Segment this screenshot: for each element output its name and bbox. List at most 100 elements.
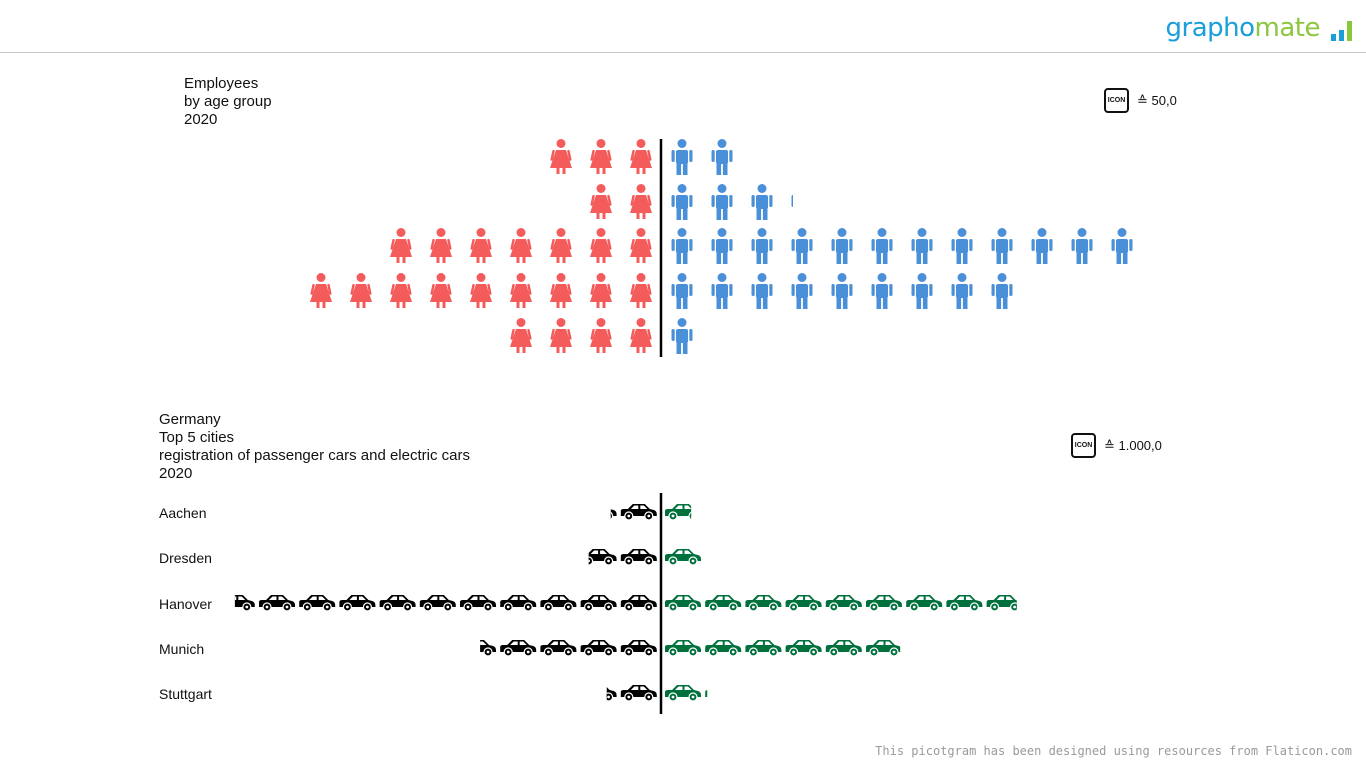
female-person-icon bbox=[470, 228, 492, 263]
female-person-icon bbox=[590, 228, 612, 263]
passenger-car-icon bbox=[580, 595, 617, 612]
title-line: 2020 bbox=[159, 465, 193, 482]
female-person-icon bbox=[510, 273, 532, 308]
employees-chart-title: Employees by age group 2020 bbox=[184, 75, 272, 129]
category-label-hanover: Hanover bbox=[159, 596, 212, 612]
male-person-icon bbox=[871, 228, 893, 264]
electric-car-icon bbox=[785, 595, 822, 612]
female-person-icon bbox=[390, 273, 412, 308]
legend-unit: ≙ 50,0 bbox=[1137, 92, 1177, 108]
title-line: by age group bbox=[184, 93, 272, 110]
category-label-dresden: Dresden bbox=[159, 550, 212, 566]
category-label-stuttgart: Stuttgart bbox=[159, 686, 212, 702]
male-person-icon bbox=[751, 273, 773, 309]
electric-car-icon bbox=[745, 595, 782, 612]
electric-car-icon bbox=[866, 595, 902, 612]
legend-icon: ICON bbox=[1104, 88, 1129, 113]
electric-car-icon bbox=[705, 595, 742, 612]
male-person-icon bbox=[751, 184, 773, 220]
female-person-icon bbox=[550, 139, 572, 174]
cars-legend: ICON ≙ 1.000,0 bbox=[1071, 433, 1162, 458]
male-person-icon bbox=[791, 228, 813, 264]
male-person-icon bbox=[831, 273, 853, 309]
logo-text-mate: mate bbox=[1254, 13, 1321, 43]
male-person-icon bbox=[1031, 228, 1053, 264]
passenger-car-icon bbox=[500, 640, 537, 657]
bar-chart-icon bbox=[1328, 17, 1352, 43]
footer-credit: This picotgram has been designed using r… bbox=[875, 744, 1352, 758]
electric-car-icon bbox=[665, 504, 692, 521]
male-person-icon bbox=[671, 139, 693, 175]
passenger-car-icon bbox=[620, 640, 657, 657]
female-person-icon bbox=[590, 318, 612, 353]
male-person-icon bbox=[991, 273, 1013, 309]
passenger-car-icon bbox=[620, 504, 657, 521]
male-person-icon bbox=[1111, 228, 1133, 264]
male-person-icon bbox=[911, 273, 933, 309]
passenger-car-icon bbox=[299, 595, 336, 612]
female-person-icon bbox=[470, 273, 492, 308]
electric-car-icon bbox=[705, 640, 742, 657]
category-label-aachen: Aachen bbox=[159, 505, 207, 521]
passenger-car-icon bbox=[620, 549, 657, 566]
cars-pictogram bbox=[234, 493, 1017, 714]
male-person-icon bbox=[951, 273, 973, 309]
passenger-car-icon bbox=[588, 549, 617, 566]
male-person-icon bbox=[1071, 228, 1093, 264]
male-person-icon bbox=[791, 195, 793, 207]
title-line: 2020 bbox=[184, 111, 218, 128]
electric-car-icon bbox=[665, 549, 701, 566]
male-person-icon bbox=[671, 184, 693, 220]
female-person-icon bbox=[550, 318, 572, 353]
male-person-icon bbox=[711, 139, 733, 175]
male-person-icon bbox=[711, 228, 733, 264]
passenger-car-icon bbox=[620, 595, 657, 612]
passenger-car-icon bbox=[620, 685, 657, 702]
male-person-icon bbox=[791, 273, 813, 309]
male-person-icon bbox=[911, 228, 933, 264]
employees-legend: ICON ≙ 50,0 bbox=[1104, 88, 1177, 113]
electric-car-icon bbox=[665, 640, 701, 657]
passenger-car-icon bbox=[606, 687, 617, 702]
male-person-icon bbox=[671, 318, 693, 354]
passenger-car-icon bbox=[500, 595, 537, 612]
passenger-car-icon bbox=[540, 595, 577, 612]
employees-pictogram bbox=[310, 139, 1133, 357]
female-person-icon bbox=[630, 139, 652, 174]
title-line: Employees bbox=[184, 75, 259, 92]
electric-car-icon bbox=[946, 595, 983, 612]
female-person-icon bbox=[590, 273, 612, 308]
title-line: Top 5 cities bbox=[159, 429, 235, 446]
electric-car-icon bbox=[665, 685, 701, 702]
passenger-car-icon bbox=[610, 509, 617, 521]
electric-car-icon bbox=[705, 690, 708, 697]
passenger-car-icon bbox=[339, 595, 376, 612]
passenger-car-icon bbox=[419, 595, 456, 612]
electric-car-icon bbox=[745, 640, 782, 657]
electric-car-icon bbox=[665, 595, 701, 612]
electric-car-icon bbox=[906, 595, 943, 612]
passenger-car-icon bbox=[540, 640, 577, 657]
female-person-icon bbox=[430, 273, 452, 308]
passenger-car-icon bbox=[480, 640, 496, 657]
female-person-icon bbox=[310, 273, 332, 308]
male-person-icon bbox=[751, 228, 773, 264]
passenger-car-icon bbox=[460, 595, 496, 612]
male-person-icon bbox=[1032, 273, 1053, 309]
female-person-icon bbox=[430, 228, 452, 263]
male-person-icon bbox=[711, 273, 733, 309]
electric-car-icon bbox=[866, 640, 901, 657]
male-person-icon bbox=[712, 318, 733, 354]
female-person-icon bbox=[630, 228, 652, 263]
passenger-car-icon bbox=[379, 595, 416, 612]
title-line: Germany bbox=[159, 411, 221, 428]
graphomate-logo[interactable]: graphomate bbox=[1166, 13, 1352, 43]
legend-icon: ICON bbox=[1071, 433, 1096, 458]
passenger-car-icon bbox=[580, 640, 617, 657]
title-line: registration of passenger cars and elect… bbox=[159, 447, 470, 464]
male-person-icon bbox=[951, 228, 973, 264]
cars-chart-title: Germany Top 5 cities registration of pas… bbox=[159, 411, 470, 483]
male-person-icon bbox=[671, 228, 693, 264]
category-label-munich: Munich bbox=[159, 641, 205, 657]
male-person-icon bbox=[671, 273, 693, 309]
